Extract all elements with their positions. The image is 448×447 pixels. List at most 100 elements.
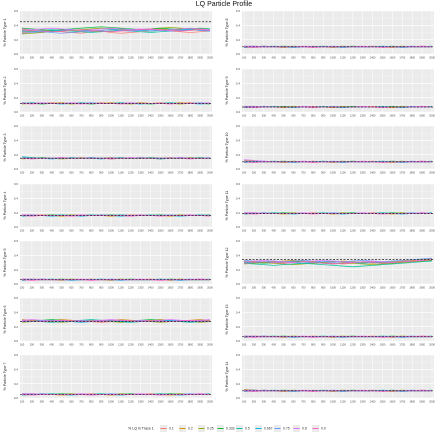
- x-tick-label: 600: [291, 343, 296, 347]
- x-tick-label: 700: [79, 171, 84, 175]
- y-tick-label: 0.0: [14, 339, 19, 343]
- legend-title: % LQ in Trace 1: [128, 427, 154, 431]
- x-tick-label: 1000: [330, 229, 336, 233]
- x-tick-label: 900: [321, 56, 326, 60]
- x-tick-label: 1500: [380, 171, 386, 175]
- y-tick-label: 0.4: [14, 368, 19, 372]
- x-tick-label: 300: [40, 56, 45, 60]
- x-tick-label: 1300: [138, 171, 144, 175]
- x-tick-label: 1500: [158, 114, 164, 118]
- x-tick-label: 500: [59, 343, 64, 347]
- x-tick-label: 1900: [197, 114, 203, 118]
- x-tick-label: 300: [262, 229, 267, 233]
- x-tick-label: 1100: [118, 171, 124, 175]
- x-tick-label: 2000: [207, 343, 213, 347]
- y-axis-label: % Particle Type 5: [3, 249, 7, 277]
- x-tick-label: 1800: [187, 400, 193, 404]
- x-tick-label: 1000: [330, 400, 336, 404]
- x-tick-label: 1300: [138, 400, 144, 404]
- series-line: [21, 26, 211, 31]
- x-tick-label: 900: [321, 171, 326, 175]
- y-tick-label: 0.0: [14, 110, 19, 114]
- x-tick-label: 1400: [370, 343, 376, 347]
- y-axis-label: % Particle Type 7: [3, 363, 7, 391]
- x-tick-label: 1800: [409, 286, 415, 290]
- series-line: [21, 27, 211, 31]
- x-tick-label: 1900: [419, 343, 425, 347]
- x-tick-label: 1200: [350, 286, 356, 290]
- x-tick-label: 1200: [128, 229, 134, 233]
- legend-item: 0.9: [312, 425, 326, 432]
- y-tick-label: 0.0: [14, 167, 19, 171]
- x-tick-label: 1900: [419, 286, 425, 290]
- series-line: [21, 29, 211, 34]
- y-tick-label: 0.2: [236, 268, 241, 272]
- y-tick-label: 0.0: [236, 396, 241, 400]
- x-tick-label: 300: [40, 114, 45, 118]
- x-tick-label: 1100: [118, 229, 124, 233]
- x-tick-label: 600: [69, 229, 74, 233]
- x-tick-label: 100: [20, 171, 25, 175]
- x-tick-label: 200: [30, 400, 35, 404]
- y-tick-label: 0.6: [236, 296, 241, 300]
- x-tick-label: 200: [30, 286, 35, 290]
- x-tick-label: 300: [40, 171, 45, 175]
- x-tick-label: 1300: [360, 114, 366, 118]
- x-tick-label: 300: [262, 56, 267, 60]
- x-tick-label: 1300: [138, 56, 144, 60]
- x-tick-label: 500: [59, 114, 64, 118]
- x-tick-label: 400: [272, 56, 277, 60]
- chart-title: LQ Particle Profile: [195, 1, 253, 8]
- y-tick-label: 0.6: [236, 67, 241, 71]
- x-tick-label: 1300: [360, 286, 366, 290]
- x-tick-label: 1200: [350, 343, 356, 347]
- x-tick-label: 200: [252, 56, 257, 60]
- x-tick-label: 800: [89, 229, 94, 233]
- x-tick-label: 600: [69, 114, 74, 118]
- y-tick-label: 0.6: [236, 353, 241, 357]
- x-tick-label: 1600: [390, 171, 396, 175]
- x-tick-label: 1800: [187, 114, 193, 118]
- x-tick-label: 200: [252, 171, 257, 175]
- x-tick-label: 200: [30, 56, 35, 60]
- x-tick-label: 1900: [419, 229, 425, 233]
- x-tick-label: 1900: [419, 114, 425, 118]
- y-tick-label: 0.6: [14, 182, 19, 186]
- x-tick-label: 1400: [148, 56, 154, 60]
- x-tick-label: 1400: [370, 286, 376, 290]
- x-tick-label: 1400: [370, 171, 376, 175]
- x-tick-label: 600: [291, 114, 296, 118]
- legend-item: 0.2: [179, 425, 193, 432]
- legend-label: 0.667: [264, 427, 273, 431]
- x-tick-label: 2000: [429, 343, 435, 347]
- x-tick-label: 1300: [360, 343, 366, 347]
- x-tick-label: 1100: [340, 171, 346, 175]
- x-tick-label: 100: [242, 286, 247, 290]
- x-tick-label: 800: [311, 171, 316, 175]
- x-tick-label: 800: [311, 286, 316, 290]
- y-tick-label: 0.4: [236, 197, 241, 201]
- y-axis-label: % Particle Type 11: [225, 191, 229, 221]
- x-tick-label: 700: [79, 114, 84, 118]
- y-tick-label: 0.2: [14, 325, 19, 329]
- x-tick-label: 500: [59, 229, 64, 233]
- y-tick-label: 0.2: [14, 211, 19, 215]
- x-tick-label: 2000: [429, 286, 435, 290]
- x-tick-label: 1700: [177, 229, 183, 233]
- y-tick-label: 0.4: [14, 82, 19, 86]
- x-tick-label: 900: [321, 286, 326, 290]
- y-axis-label: % Particle Type 1: [3, 19, 7, 47]
- x-tick-label: 100: [242, 229, 247, 233]
- x-tick-label: 1500: [158, 400, 164, 404]
- x-tick-label: 1300: [138, 114, 144, 118]
- legend-item: 0.333: [217, 425, 235, 432]
- y-tick-label: 0.0: [236, 339, 241, 343]
- legend-item: 0.25: [198, 425, 214, 432]
- x-tick-label: 300: [262, 171, 267, 175]
- x-tick-label: 1400: [148, 400, 154, 404]
- x-tick-label: 1200: [128, 400, 134, 404]
- x-tick-label: 200: [30, 343, 35, 347]
